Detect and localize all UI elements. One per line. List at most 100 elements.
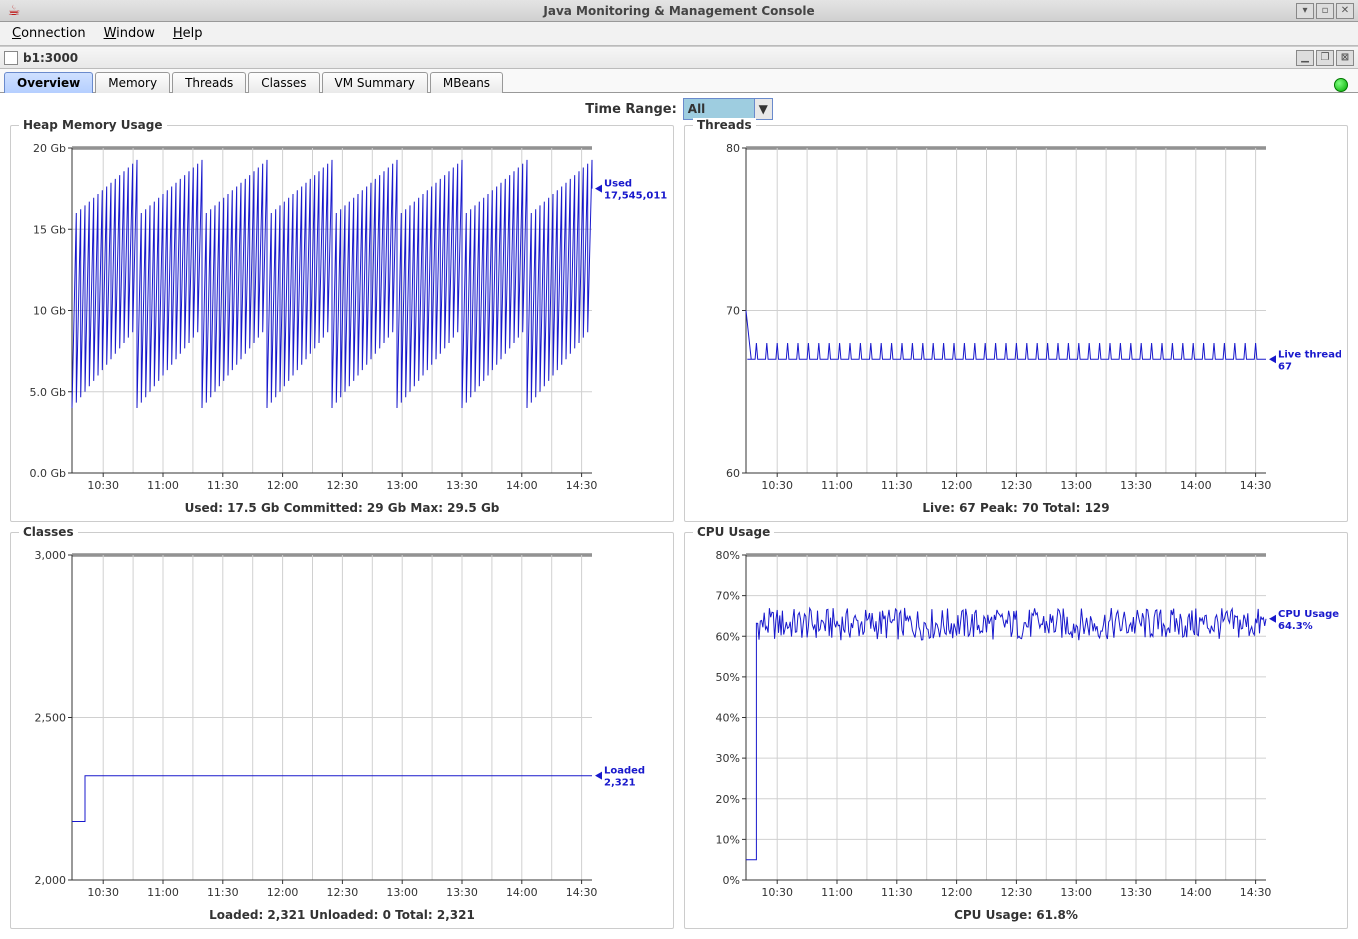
connection-status-icon bbox=[1334, 78, 1348, 92]
chart-threads[interactable]: Threads 60708010:3011:0011:3012:0012:301… bbox=[684, 125, 1348, 522]
svg-text:14:00: 14:00 bbox=[506, 886, 538, 899]
svg-text:13:30: 13:30 bbox=[446, 886, 478, 899]
chart-cpu-title: CPU Usage bbox=[693, 525, 774, 539]
svg-text:50%: 50% bbox=[716, 671, 740, 684]
chart-cpu[interactable]: CPU Usage 0%10%20%30%40%50%60%70%80%10:3… bbox=[684, 532, 1348, 929]
chart-heap[interactable]: Heap Memory Usage 0.0 Gb5.0 Gb10 Gb15 Gb… bbox=[10, 125, 674, 522]
svg-text:64.3%: 64.3% bbox=[1278, 621, 1313, 632]
chart-classes-footer: Loaded: 2,321 Unloaded: 0 Total: 2,321 bbox=[13, 906, 671, 926]
tab-vm-summary[interactable]: VM Summary bbox=[322, 72, 428, 93]
chart-heap-title: Heap Memory Usage bbox=[19, 118, 167, 132]
titlebar: ☕ Java Monitoring & Management Console ▾… bbox=[0, 0, 1358, 22]
chevron-down-icon: ▼ bbox=[754, 99, 772, 119]
svg-text:30%: 30% bbox=[716, 752, 740, 765]
svg-text:11:30: 11:30 bbox=[207, 886, 239, 899]
svg-text:67: 67 bbox=[1278, 361, 1292, 372]
close-button[interactable]: ✕ bbox=[1336, 3, 1354, 19]
svg-text:11:00: 11:00 bbox=[147, 479, 179, 492]
svg-text:12:30: 12:30 bbox=[1001, 886, 1033, 899]
time-range-row: Time Range: All ▼ bbox=[0, 93, 1358, 125]
svg-text:Loaded: Loaded bbox=[604, 766, 645, 777]
svg-text:11:30: 11:30 bbox=[881, 479, 913, 492]
svg-text:70%: 70% bbox=[716, 590, 740, 603]
svg-text:2,500: 2,500 bbox=[35, 712, 67, 725]
svg-text:2,321: 2,321 bbox=[604, 778, 636, 789]
svg-text:20 Gb: 20 Gb bbox=[33, 142, 66, 155]
chart-classes[interactable]: Classes 2,0002,5003,00010:3011:0011:3012… bbox=[10, 532, 674, 929]
internal-maximize-button[interactable]: ❐ bbox=[1316, 50, 1334, 66]
svg-text:Live threads: Live threads bbox=[1278, 349, 1341, 360]
svg-text:20%: 20% bbox=[716, 793, 740, 806]
internal-close-button[interactable]: ⊠ bbox=[1336, 50, 1354, 66]
tab-threads[interactable]: Threads bbox=[172, 72, 246, 93]
internal-frame-title: b1:3000 bbox=[23, 51, 78, 65]
menubar: Connection Window Help bbox=[0, 22, 1358, 46]
svg-text:12:30: 12:30 bbox=[327, 886, 359, 899]
menu-connection[interactable]: Connection bbox=[4, 24, 94, 43]
svg-text:13:30: 13:30 bbox=[446, 479, 478, 492]
window-title: Java Monitoring & Management Console bbox=[543, 4, 814, 18]
svg-text:12:00: 12:00 bbox=[267, 886, 299, 899]
svg-text:11:30: 11:30 bbox=[881, 886, 913, 899]
svg-text:14:30: 14:30 bbox=[566, 886, 598, 899]
svg-text:0%: 0% bbox=[723, 874, 740, 887]
document-icon bbox=[4, 51, 18, 65]
svg-text:0.0 Gb: 0.0 Gb bbox=[30, 467, 67, 480]
tab-overview[interactable]: Overview bbox=[4, 72, 93, 93]
svg-text:80%: 80% bbox=[716, 549, 740, 562]
svg-text:60%: 60% bbox=[716, 630, 740, 643]
svg-text:14:00: 14:00 bbox=[1180, 886, 1212, 899]
tab-mbeans[interactable]: MBeans bbox=[430, 72, 503, 93]
svg-text:12:00: 12:00 bbox=[941, 886, 973, 899]
svg-text:5.0 Gb: 5.0 Gb bbox=[30, 386, 67, 399]
svg-text:14:30: 14:30 bbox=[566, 479, 598, 492]
internal-iconify-button[interactable]: ▁ bbox=[1296, 50, 1314, 66]
svg-text:3,000: 3,000 bbox=[35, 549, 67, 562]
menu-window[interactable]: Window bbox=[96, 24, 163, 43]
svg-text:17,545,011,536: 17,545,011,536 bbox=[604, 191, 667, 202]
svg-text:10:30: 10:30 bbox=[761, 479, 793, 492]
svg-text:10:30: 10:30 bbox=[87, 886, 119, 899]
minimize-button[interactable]: ▾ bbox=[1296, 3, 1314, 19]
svg-text:13:00: 13:00 bbox=[1060, 479, 1092, 492]
svg-text:12:30: 12:30 bbox=[327, 479, 359, 492]
svg-text:11:00: 11:00 bbox=[821, 479, 853, 492]
svg-text:13:00: 13:00 bbox=[1060, 886, 1092, 899]
menu-help[interactable]: Help bbox=[165, 24, 211, 43]
svg-text:70: 70 bbox=[726, 305, 740, 318]
svg-text:2,000: 2,000 bbox=[35, 874, 67, 887]
internal-frame-controls: ▁ ❐ ⊠ bbox=[1296, 50, 1354, 66]
mdi-area: b1:3000 ▁ ❐ ⊠ Overview Memory Threads Cl… bbox=[0, 46, 1358, 939]
svg-text:13:00: 13:00 bbox=[386, 479, 418, 492]
svg-text:12:00: 12:00 bbox=[941, 479, 973, 492]
chart-classes-title: Classes bbox=[19, 525, 78, 539]
svg-text:12:30: 12:30 bbox=[1001, 479, 1033, 492]
internal-frame-titlebar: b1:3000 ▁ ❐ ⊠ bbox=[0, 47, 1358, 69]
chart-threads-title: Threads bbox=[693, 118, 756, 132]
svg-text:Used: Used bbox=[604, 179, 632, 190]
svg-text:10:30: 10:30 bbox=[87, 479, 119, 492]
svg-text:80: 80 bbox=[726, 142, 740, 155]
maximize-button[interactable]: ▫ bbox=[1316, 3, 1334, 19]
chart-heap-footer: Used: 17.5 Gb Committed: 29 Gb Max: 29.5… bbox=[13, 499, 671, 519]
svg-text:60: 60 bbox=[726, 467, 740, 480]
java-icon: ☕ bbox=[6, 3, 22, 19]
tab-memory[interactable]: Memory bbox=[95, 72, 170, 93]
tab-classes[interactable]: Classes bbox=[248, 72, 319, 93]
svg-text:10 Gb: 10 Gb bbox=[33, 305, 66, 318]
svg-text:13:30: 13:30 bbox=[1120, 479, 1152, 492]
charts-grid: Heap Memory Usage 0.0 Gb5.0 Gb10 Gb15 Gb… bbox=[0, 125, 1358, 939]
time-range-select[interactable]: All ▼ bbox=[683, 98, 773, 120]
chart-cpu-footer: CPU Usage: 61.8% bbox=[687, 906, 1345, 926]
svg-text:11:00: 11:00 bbox=[147, 886, 179, 899]
svg-text:10%: 10% bbox=[716, 833, 740, 846]
time-range-value: All bbox=[688, 102, 706, 116]
time-range-label: Time Range: bbox=[585, 102, 677, 117]
svg-text:14:00: 14:00 bbox=[1180, 479, 1212, 492]
svg-text:12:00: 12:00 bbox=[267, 479, 299, 492]
svg-text:15 Gb: 15 Gb bbox=[33, 223, 66, 236]
svg-text:CPU Usage: CPU Usage bbox=[1278, 609, 1339, 620]
svg-text:11:30: 11:30 bbox=[207, 479, 239, 492]
svg-text:14:00: 14:00 bbox=[506, 479, 538, 492]
window-controls: ▾ ▫ ✕ bbox=[1296, 3, 1358, 19]
